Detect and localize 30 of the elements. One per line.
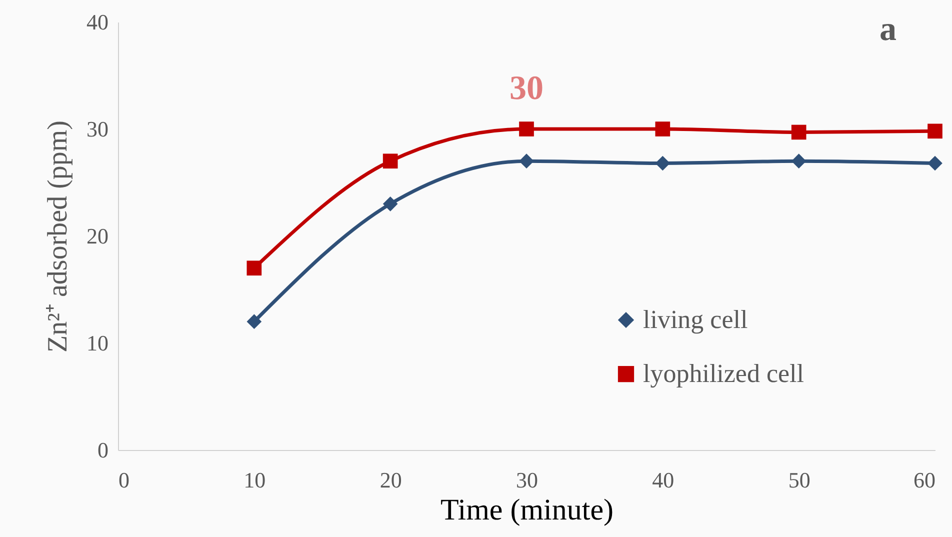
- y-tick-label: 0: [98, 438, 108, 462]
- x-tick-label: 50: [788, 468, 810, 492]
- y-tick-label: 10: [86, 330, 108, 356]
- point: [246, 314, 262, 330]
- y-axis-title: Zn²⁺ adsorbed (ppm): [42, 120, 74, 353]
- x-tick-label: 30: [516, 468, 538, 492]
- y-tick-label: 40: [86, 10, 108, 34]
- legend-label: lyophilized cell: [643, 359, 804, 388]
- point: [655, 122, 670, 136]
- point: [246, 260, 262, 276]
- point: [382, 196, 398, 212]
- point: [519, 154, 534, 169]
- y-tick-label: 20: [86, 224, 108, 248]
- annotation: 30: [510, 70, 544, 107]
- point: [519, 122, 534, 136]
- x-tick-label: 40: [652, 468, 674, 492]
- point: [928, 156, 942, 171]
- legend-label: living cell: [643, 305, 748, 334]
- x-tick-label: 60: [914, 468, 936, 492]
- point: [655, 156, 670, 171]
- y-tick-label: 30: [86, 116, 108, 142]
- point: [791, 154, 806, 169]
- x-tick-label: 0: [118, 468, 130, 492]
- point: [791, 124, 806, 140]
- point: [928, 124, 942, 139]
- point: [382, 154, 398, 169]
- annotation: a: [880, 11, 896, 48]
- x-tick-label: 10: [244, 468, 266, 492]
- x-axis-title: Time (minute): [440, 494, 614, 526]
- x-tick-label: 20: [380, 468, 402, 492]
